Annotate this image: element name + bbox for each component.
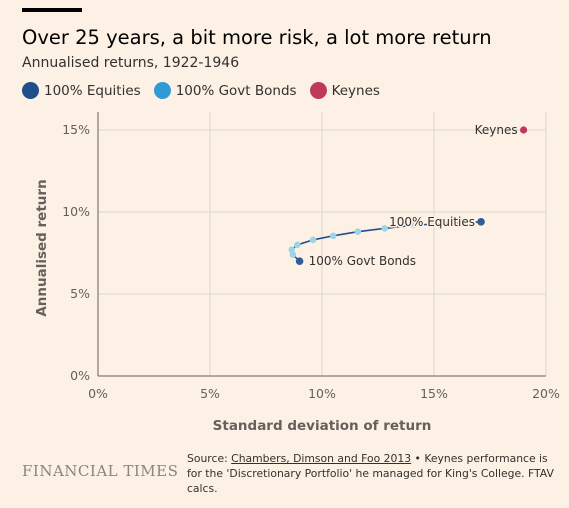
legend-label-keynes: Keynes <box>331 82 380 99</box>
legend-item-equities: 100% Equities <box>22 82 141 99</box>
legend-item-bonds: 100% Govt Bonds <box>153 82 297 99</box>
frontier-point <box>329 232 337 240</box>
source-prefix: Source: <box>187 452 232 465</box>
x-tick-label: 20% <box>532 386 560 401</box>
frontier-point <box>410 221 418 229</box>
ft-brand-logo: FINANCIAL TIMES <box>22 462 179 480</box>
legend-swatch-keynes <box>309 82 327 99</box>
legend-item-keynes: Keynes <box>309 82 380 99</box>
x-tick-label: 10% <box>308 386 336 401</box>
header-rule <box>22 8 82 12</box>
x-tick-label: 0% <box>88 386 108 401</box>
y-tick-label: 0% <box>70 368 90 383</box>
y-tick-label: 5% <box>70 286 90 301</box>
frontier-point <box>354 228 362 235</box>
y-tick-label: 15% <box>62 122 90 137</box>
endpoint-dot <box>477 218 485 226</box>
annotation-keynes: Keynes <box>475 123 518 137</box>
keynes-point <box>520 126 528 134</box>
y-axis-label: Annualised return <box>34 179 50 316</box>
scatter-chart: 0% 5% 10% 15% 20% 0% 5% 10% 15% Standard deviatio… <box>34 112 560 434</box>
chart-subtitle: Annualised returns, 1922-1946 <box>22 55 240 71</box>
legend-label-equities: 100% Equities <box>44 82 141 99</box>
annotation-equities: 100% Equities <box>389 215 475 229</box>
legend-swatch-equities <box>22 82 39 99</box>
legend-swatch-bonds <box>153 82 171 99</box>
chart-title: Over 25 years, a bit more risk, a lot mo… <box>22 26 492 49</box>
source-note: Source: Chambers, Dimson and Foo 2013 • … <box>187 451 559 496</box>
legend-label-bonds: 100% Govt Bonds <box>175 82 297 99</box>
frontier-point <box>294 241 301 249</box>
source-link[interactable]: Chambers, Dimson and Foo 2013 <box>231 452 412 465</box>
source-suffix: • Keynes performance is for the 'Discret… <box>187 452 554 495</box>
annotation-bonds: 100% Govt Bonds <box>309 254 416 268</box>
frontier-point <box>309 236 317 244</box>
frontier-point <box>288 246 296 254</box>
frontier-point <box>381 225 389 232</box>
y-tick-label: 10% <box>62 204 90 219</box>
x-tick-label: 15% <box>420 386 448 401</box>
legend: 100% Equities 100% Govt Bonds Keynes <box>22 82 393 99</box>
x-tick-label: 5% <box>200 386 220 401</box>
x-axis-label: Standard deviation of return <box>213 418 432 434</box>
endpoint-dot <box>295 257 304 266</box>
frontier-point <box>289 251 297 258</box>
